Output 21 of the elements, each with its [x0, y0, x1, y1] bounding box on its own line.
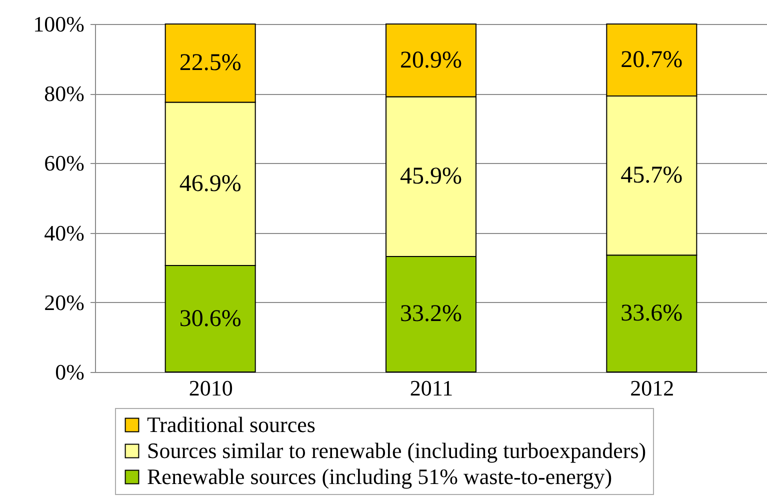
y-tick-label: 40% [44, 220, 84, 246]
y-tick-label: 20% [44, 290, 84, 315]
data-label: 20.9% [400, 47, 462, 74]
data-label: 22.5% [179, 50, 242, 76]
x-tick-label: 2012 [630, 376, 674, 400]
y-tick-label: 0% [55, 360, 84, 384]
data-label: 45.7% [620, 162, 683, 189]
data-label: 46.9% [179, 170, 242, 197]
x-tick-label: 2011 [410, 376, 454, 400]
data-label: 33.2% [400, 301, 462, 328]
y-tick-label: 80% [44, 81, 84, 106]
y-tick-label: 100% [33, 12, 84, 36]
x-tick-label: 2010 [188, 376, 233, 400]
data-label: 30.6% [179, 306, 242, 332]
data-label: 33.6% [620, 300, 683, 327]
legend-label: Renewable sources (including 51% waste-to-energy) [147, 464, 612, 489]
legend-label: Sources similar to renewable (including turboexpanders) [147, 438, 646, 463]
y-tick-label: 60% [44, 150, 84, 176]
data-label: 45.9% [400, 164, 462, 190]
data-label: 20.7% [620, 47, 683, 74]
legend-label: Traditional sources [147, 412, 316, 437]
